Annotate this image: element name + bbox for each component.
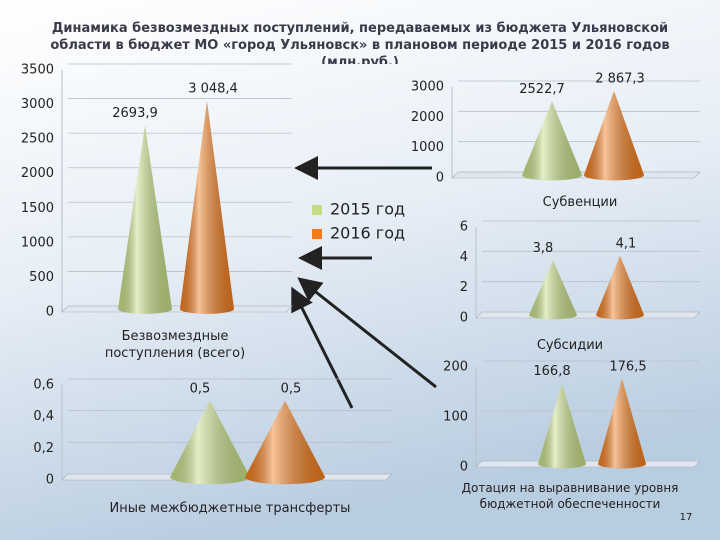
page-number: 17	[680, 512, 693, 523]
cone-shade	[180, 101, 234, 314]
cone-group	[522, 101, 582, 181]
y-tick-label: 2500	[21, 132, 54, 147]
y-tick-label: 0	[460, 311, 468, 326]
axis-label: Иные межбюджетные трансферты	[109, 501, 351, 516]
cone-shade	[522, 101, 582, 181]
y-tick-label: 1000	[411, 140, 444, 155]
cone-group	[596, 255, 644, 320]
cone-group	[598, 378, 646, 469]
cone-shade	[538, 383, 586, 469]
plot-floor	[475, 460, 701, 468]
y-tick-label: 2000	[21, 166, 54, 181]
legend-swatch	[312, 205, 322, 215]
plot-floor	[61, 305, 293, 313]
value-label: 3 048,4	[188, 82, 238, 97]
value-label: 2 867,3	[595, 72, 645, 87]
axis-label: Субвенции	[542, 195, 618, 210]
arrow	[297, 277, 437, 389]
slide-title: Динамика безвозмездных поступлений, пере…	[50, 21, 670, 64]
legend-label: 2016 год	[330, 224, 405, 243]
value-label: 2693,9	[112, 106, 158, 121]
cone-group	[538, 383, 586, 469]
y-tick-label: 0,4	[33, 409, 54, 424]
cone-shade	[170, 400, 250, 485]
y-tick-label: 200	[443, 360, 468, 375]
title-box: Динамика безвозмездных поступлений, пере…	[50, 21, 670, 64]
y-tick-label: 100	[443, 410, 468, 425]
cone-shade	[598, 378, 646, 469]
y-tick-label: 2000	[411, 110, 444, 125]
value-label: 2522,7	[519, 82, 565, 97]
axis-label: Субсидии	[536, 338, 604, 353]
axis-label: Дотация на выравнивание уровня бюджетной…	[461, 481, 679, 511]
y-tick-label: 0	[46, 305, 54, 320]
y-tick-label: 2	[460, 280, 468, 295]
value-label: 3,8	[533, 241, 554, 256]
y-tick-label: 3500	[21, 63, 54, 78]
y-tick-label: 4	[460, 250, 468, 265]
legend-label: 2015 год	[330, 200, 405, 219]
y-tick-label: 3000	[21, 97, 54, 112]
plot-floor	[475, 311, 701, 319]
arrows	[291, 156, 437, 409]
y-tick-label: 500	[29, 270, 54, 285]
y-tick-label: 6	[460, 220, 468, 235]
y-tick-label: 3000	[411, 80, 444, 95]
y-tick-label: 0	[460, 460, 468, 475]
legend-swatch	[312, 229, 322, 239]
value-label: 176,5	[609, 359, 646, 374]
label-box: Субсидии	[536, 338, 604, 353]
label-box: Иные межбюджетные трансферты	[109, 501, 351, 516]
axis-label: Безвозмездные поступления (всего)	[104, 329, 246, 361]
y-tick-label: 1000	[21, 235, 54, 250]
cone-group	[118, 125, 172, 314]
cone-group	[584, 91, 644, 181]
cone-group	[245, 400, 325, 485]
cone-shade	[529, 260, 577, 320]
label-box: Субвенции	[542, 195, 618, 210]
cone-group	[529, 260, 577, 320]
cone-shade	[245, 400, 325, 485]
y-tick-label: 1500	[21, 201, 54, 216]
y-tick-label: 0,6	[33, 378, 54, 393]
y-tick-label: 0	[46, 473, 54, 488]
cone-group	[170, 400, 250, 485]
cone-shade	[118, 125, 172, 314]
value-label: 166,8	[533, 364, 570, 379]
cone-group	[180, 101, 234, 314]
cone-shade	[584, 91, 644, 181]
y-tick-label: 0,2	[33, 441, 54, 456]
value-label: 4,1	[616, 236, 637, 251]
label-box: Дотация на выравнивание уровня бюджетной…	[461, 481, 679, 511]
cone-shade	[596, 255, 644, 320]
arrow	[291, 286, 354, 409]
label-box: Безвозмездные поступления (всего)	[104, 329, 246, 361]
y-tick-label: 0	[436, 171, 444, 186]
value-label: 0,5	[281, 381, 302, 396]
value-label: 0,5	[190, 381, 211, 396]
